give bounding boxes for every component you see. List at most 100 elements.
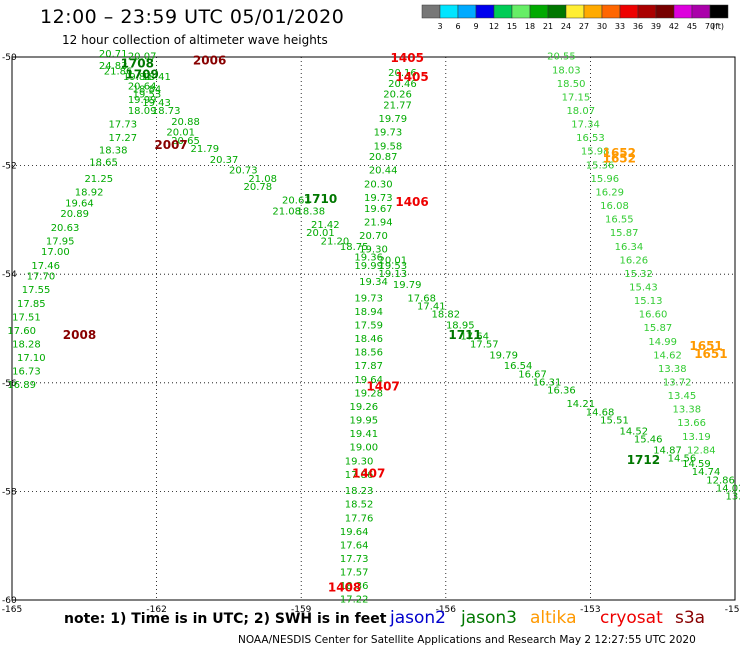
- pass-time-label: 1405: [395, 70, 428, 84]
- wave-height-value: 19.79: [378, 114, 407, 125]
- wave-height-value: 21.42: [311, 220, 340, 231]
- wave-height-value: 17.60: [7, 326, 36, 337]
- wave-height-value: 18.36: [340, 581, 369, 592]
- wave-height-value: 18.56: [354, 348, 383, 359]
- colorbar-swatch: [583, 4, 603, 19]
- colorbar-swatch: [511, 4, 531, 19]
- wave-height-value: 18.03: [552, 65, 581, 76]
- colorbar-label: 18: [525, 22, 535, 31]
- lat-tick-label: -56: [2, 379, 17, 389]
- wave-height-value: 18.84: [133, 84, 162, 95]
- colorbar-label: 42: [669, 22, 679, 31]
- wave-height-value: 20.65: [171, 136, 200, 147]
- wave-height-value: 15.32: [624, 269, 653, 280]
- wave-height-value: 15.43: [629, 282, 658, 293]
- pass-time-label: 2007: [154, 138, 187, 152]
- colorbar-label: 27: [579, 22, 589, 31]
- wave-height-value: 16.54: [504, 361, 533, 372]
- pass-time-label: 1651: [689, 339, 722, 353]
- page-title: 12:00 – 23:59 UTC 05/01/2020: [40, 6, 345, 28]
- wave-height-value: 20.46: [388, 79, 417, 90]
- wave-height-value: 17.70: [27, 272, 56, 283]
- wave-height-value: 14.99: [648, 337, 677, 348]
- colorbar-swatch: [691, 4, 711, 19]
- wave-height-value: 17.55: [22, 285, 51, 296]
- wave-height-value: 16.36: [547, 386, 576, 397]
- colorbar-swatch: [529, 4, 549, 19]
- wave-height-value: 17.51: [12, 312, 41, 323]
- wave-height-value: 15.87: [644, 323, 673, 334]
- wave-height-value: 19.73: [374, 128, 403, 139]
- pass-time-label: 2006: [193, 54, 226, 68]
- wave-height-value: 16.73: [12, 367, 41, 378]
- pass-time-label: 1407: [352, 466, 385, 480]
- wave-height-value: 19.30: [345, 456, 374, 467]
- wave-height-value: 18.38: [99, 146, 128, 157]
- pass-time-label: 1710: [304, 192, 337, 206]
- pass-time-label: 1709: [125, 67, 158, 81]
- colorbar-label: 45: [687, 22, 697, 31]
- wave-height-value: 14.56: [668, 454, 697, 465]
- lon-tick-label: -162: [146, 605, 166, 615]
- wave-height-value: 15.13: [634, 296, 663, 307]
- lat-tick-label: -54: [2, 270, 17, 280]
- wave-height-value: 17.00: [41, 247, 70, 258]
- pass-time-label: 1651: [694, 347, 727, 361]
- wave-height-value: 14.74: [692, 467, 721, 478]
- lon-tick-label: -165: [2, 605, 22, 615]
- wave-height-value: 19.43: [142, 98, 171, 109]
- wave-height-value: 14.68: [586, 407, 615, 418]
- legend-jason3: jason3: [461, 608, 517, 628]
- pass-time-label: 1652: [603, 146, 636, 160]
- wave-height-value: 14.52: [619, 426, 648, 437]
- pass-time-label: 1711: [448, 328, 481, 342]
- wave-height-value: 17.57: [470, 340, 499, 351]
- wave-height-value: 20.26: [383, 90, 412, 101]
- colorbar-label: 6: [455, 22, 460, 31]
- wave-height-value: 20.63: [51, 223, 80, 234]
- wave-height-value: 16.55: [605, 215, 634, 226]
- wave-height-value: 16.67: [518, 369, 547, 380]
- wave-height-value: 16.60: [639, 310, 668, 321]
- colorbar-label: 33: [615, 22, 625, 31]
- wave-height-value: 19.99: [354, 261, 383, 272]
- lon-tick-label: -153: [580, 605, 600, 615]
- colorbar-label: 15: [507, 22, 517, 31]
- wave-height-value: 19.99: [128, 95, 157, 106]
- wave-height-value: 18.09: [128, 106, 157, 117]
- colorbar-swatch: [439, 4, 459, 19]
- wave-height-value: 19.41: [350, 429, 379, 440]
- wave-height-value: 19.53: [133, 90, 162, 101]
- wave-height-value: 18.38: [297, 206, 326, 217]
- colorbar-swatch: [709, 4, 729, 19]
- wave-height-value: 16.34: [615, 242, 644, 253]
- wave-height-value: 13.66: [677, 418, 706, 429]
- wave-height-value: 15.36: [586, 160, 615, 171]
- colorbar-swatch: [619, 4, 639, 19]
- wave-height-value: 16.29: [595, 187, 624, 198]
- wave-height-value: 19.64: [65, 198, 94, 209]
- wave-height-value: 13.38: [658, 364, 687, 375]
- colorbar-swatch: [673, 4, 693, 19]
- wave-height-value: 13.19: [682, 432, 711, 443]
- wave-height-value: 21.86: [104, 66, 133, 77]
- colorbar-swatch: [493, 4, 513, 19]
- wave-height-value: 17.41: [417, 301, 446, 312]
- pass-time-label: 1405: [391, 51, 424, 65]
- lat-tick-label: -58: [2, 487, 17, 497]
- wave-height-value: 20.07: [128, 52, 157, 63]
- wave-height-value: 20.89: [60, 209, 89, 220]
- colorbar-swatch: [547, 4, 567, 19]
- wave-height-value: 19.58: [374, 141, 403, 152]
- legend-altika: altika: [530, 608, 577, 628]
- wave-height-value: 18.95: [446, 321, 475, 332]
- wave-height-value: 15.87: [610, 228, 639, 239]
- wave-height-value: 20.44: [369, 166, 398, 177]
- wave-height-value: 19.81: [123, 72, 152, 83]
- colorbar-label: 39: [651, 22, 661, 31]
- wave-height-value: 14.21: [566, 399, 595, 410]
- wave-height-value: 17.64: [460, 331, 489, 342]
- wave-height-value: 19.26: [350, 402, 379, 413]
- legend-jason2: jason2: [390, 608, 446, 628]
